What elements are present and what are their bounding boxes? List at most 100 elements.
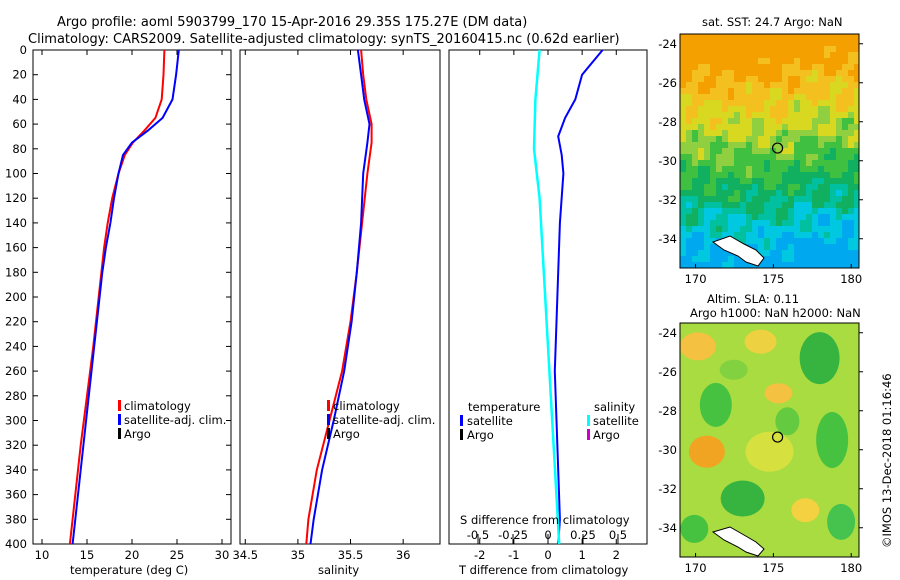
sst-cell — [764, 100, 770, 106]
sst-cell — [758, 58, 764, 64]
sst-cell — [806, 70, 812, 76]
sst-cell — [698, 160, 704, 166]
sst-cell — [770, 94, 776, 100]
sst-cell — [704, 46, 710, 52]
sst-cell — [770, 250, 776, 256]
sst-cell — [842, 88, 848, 94]
sst-cell — [794, 130, 800, 136]
sst-cell — [752, 136, 758, 142]
sst-cell — [770, 70, 776, 76]
sst-cell — [752, 40, 758, 46]
sst-cell — [848, 232, 854, 238]
sst-cell — [776, 106, 782, 112]
sst-cell — [830, 40, 836, 46]
sst-cell — [800, 190, 806, 196]
sst-cell — [734, 58, 740, 64]
sst-cell — [734, 106, 740, 112]
temperature-tick-label: 25 — [170, 548, 185, 562]
new-zealand-coast-shape — [711, 526, 765, 557]
sst-cell — [764, 124, 770, 130]
sst-cell — [848, 202, 854, 208]
sst-cell — [788, 220, 794, 226]
sst-cell — [824, 100, 830, 106]
sst-cell — [830, 46, 836, 52]
depth-tick-label: 380 — [5, 512, 27, 526]
sst-cell — [716, 172, 722, 178]
sst-cell — [824, 148, 830, 154]
sst-cell — [716, 94, 722, 100]
sst-cell — [812, 130, 818, 136]
depth-tick-label: 360 — [5, 488, 27, 502]
sst-cell — [728, 220, 734, 226]
sst-cell — [854, 64, 859, 70]
sst-cell — [788, 58, 794, 64]
sst-cell — [806, 220, 812, 226]
title-line1: Argo profile: aoml 5903799_170 15-Apr-20… — [57, 15, 527, 30]
sst-cell — [740, 202, 746, 208]
sst-cell — [740, 136, 746, 142]
sst-cell — [842, 226, 848, 232]
sst-cell — [818, 262, 824, 268]
sst-cell — [842, 178, 848, 184]
sst-cell — [680, 154, 686, 160]
sst-cell — [722, 214, 728, 220]
sst-cell — [824, 34, 830, 40]
sst-cell — [728, 106, 734, 112]
sst-cell — [734, 70, 740, 76]
legend-swatch-t-satellite — [460, 415, 463, 426]
sla-blob — [816, 412, 849, 468]
sst-cell — [794, 106, 800, 112]
sst-cell — [842, 214, 848, 220]
sst-cell — [746, 172, 752, 178]
sst-cell — [836, 82, 842, 88]
sst-cell — [734, 166, 740, 172]
sst-cell — [800, 250, 806, 256]
sst-cell — [794, 154, 800, 160]
sst-cell — [842, 238, 848, 244]
sst-cell — [728, 136, 734, 142]
temperature-tick-label: 30 — [215, 548, 230, 562]
depth-tick-label: 260 — [5, 364, 27, 378]
sst-cell — [722, 46, 728, 52]
sst-cell — [710, 118, 716, 124]
sst-cell — [716, 214, 722, 220]
sst-cell — [794, 34, 800, 40]
depth-tick-label: 220 — [5, 315, 27, 329]
sst-cell — [692, 220, 698, 226]
sst-cell — [704, 190, 710, 196]
sst-cell — [704, 34, 710, 40]
sst-cell — [710, 196, 716, 202]
sst-cell — [848, 88, 854, 94]
sst-cell — [836, 64, 842, 70]
sst-cell — [818, 34, 824, 40]
sst-cell — [692, 76, 698, 82]
temperature-series-line — [71, 49, 180, 545]
imos-credit: ©IMOS 13-Dec-2018 01:16:46 — [880, 373, 894, 548]
sst-cell — [686, 208, 692, 214]
sst-cell — [788, 148, 794, 154]
sst-cell — [842, 52, 848, 58]
sst-cell — [794, 142, 800, 148]
sst-cell — [722, 40, 728, 46]
sst-cell — [788, 88, 794, 94]
sst-cell — [746, 106, 752, 112]
sst-cell — [680, 34, 686, 40]
sst-cell — [806, 34, 812, 40]
sst-cell — [752, 82, 758, 88]
sst-cell — [836, 106, 842, 112]
sst-cell — [836, 178, 842, 184]
sst-cell — [848, 64, 854, 70]
sst-cell — [794, 166, 800, 172]
sst-cell — [812, 262, 818, 268]
sst-cell — [752, 172, 758, 178]
sst-cell — [698, 178, 704, 184]
sla-map-frame — [679, 322, 860, 558]
sst-cell — [704, 70, 710, 76]
sla-map-axes: 170 175 180 -24 -26 -28 -30 -32 -34 — [658, 326, 863, 575]
sst-cell — [710, 124, 716, 130]
sst-cell — [812, 82, 818, 88]
sst-cell — [770, 202, 776, 208]
sst-cell — [734, 94, 740, 100]
sst-cell — [698, 106, 704, 112]
sst-cell — [794, 262, 800, 268]
